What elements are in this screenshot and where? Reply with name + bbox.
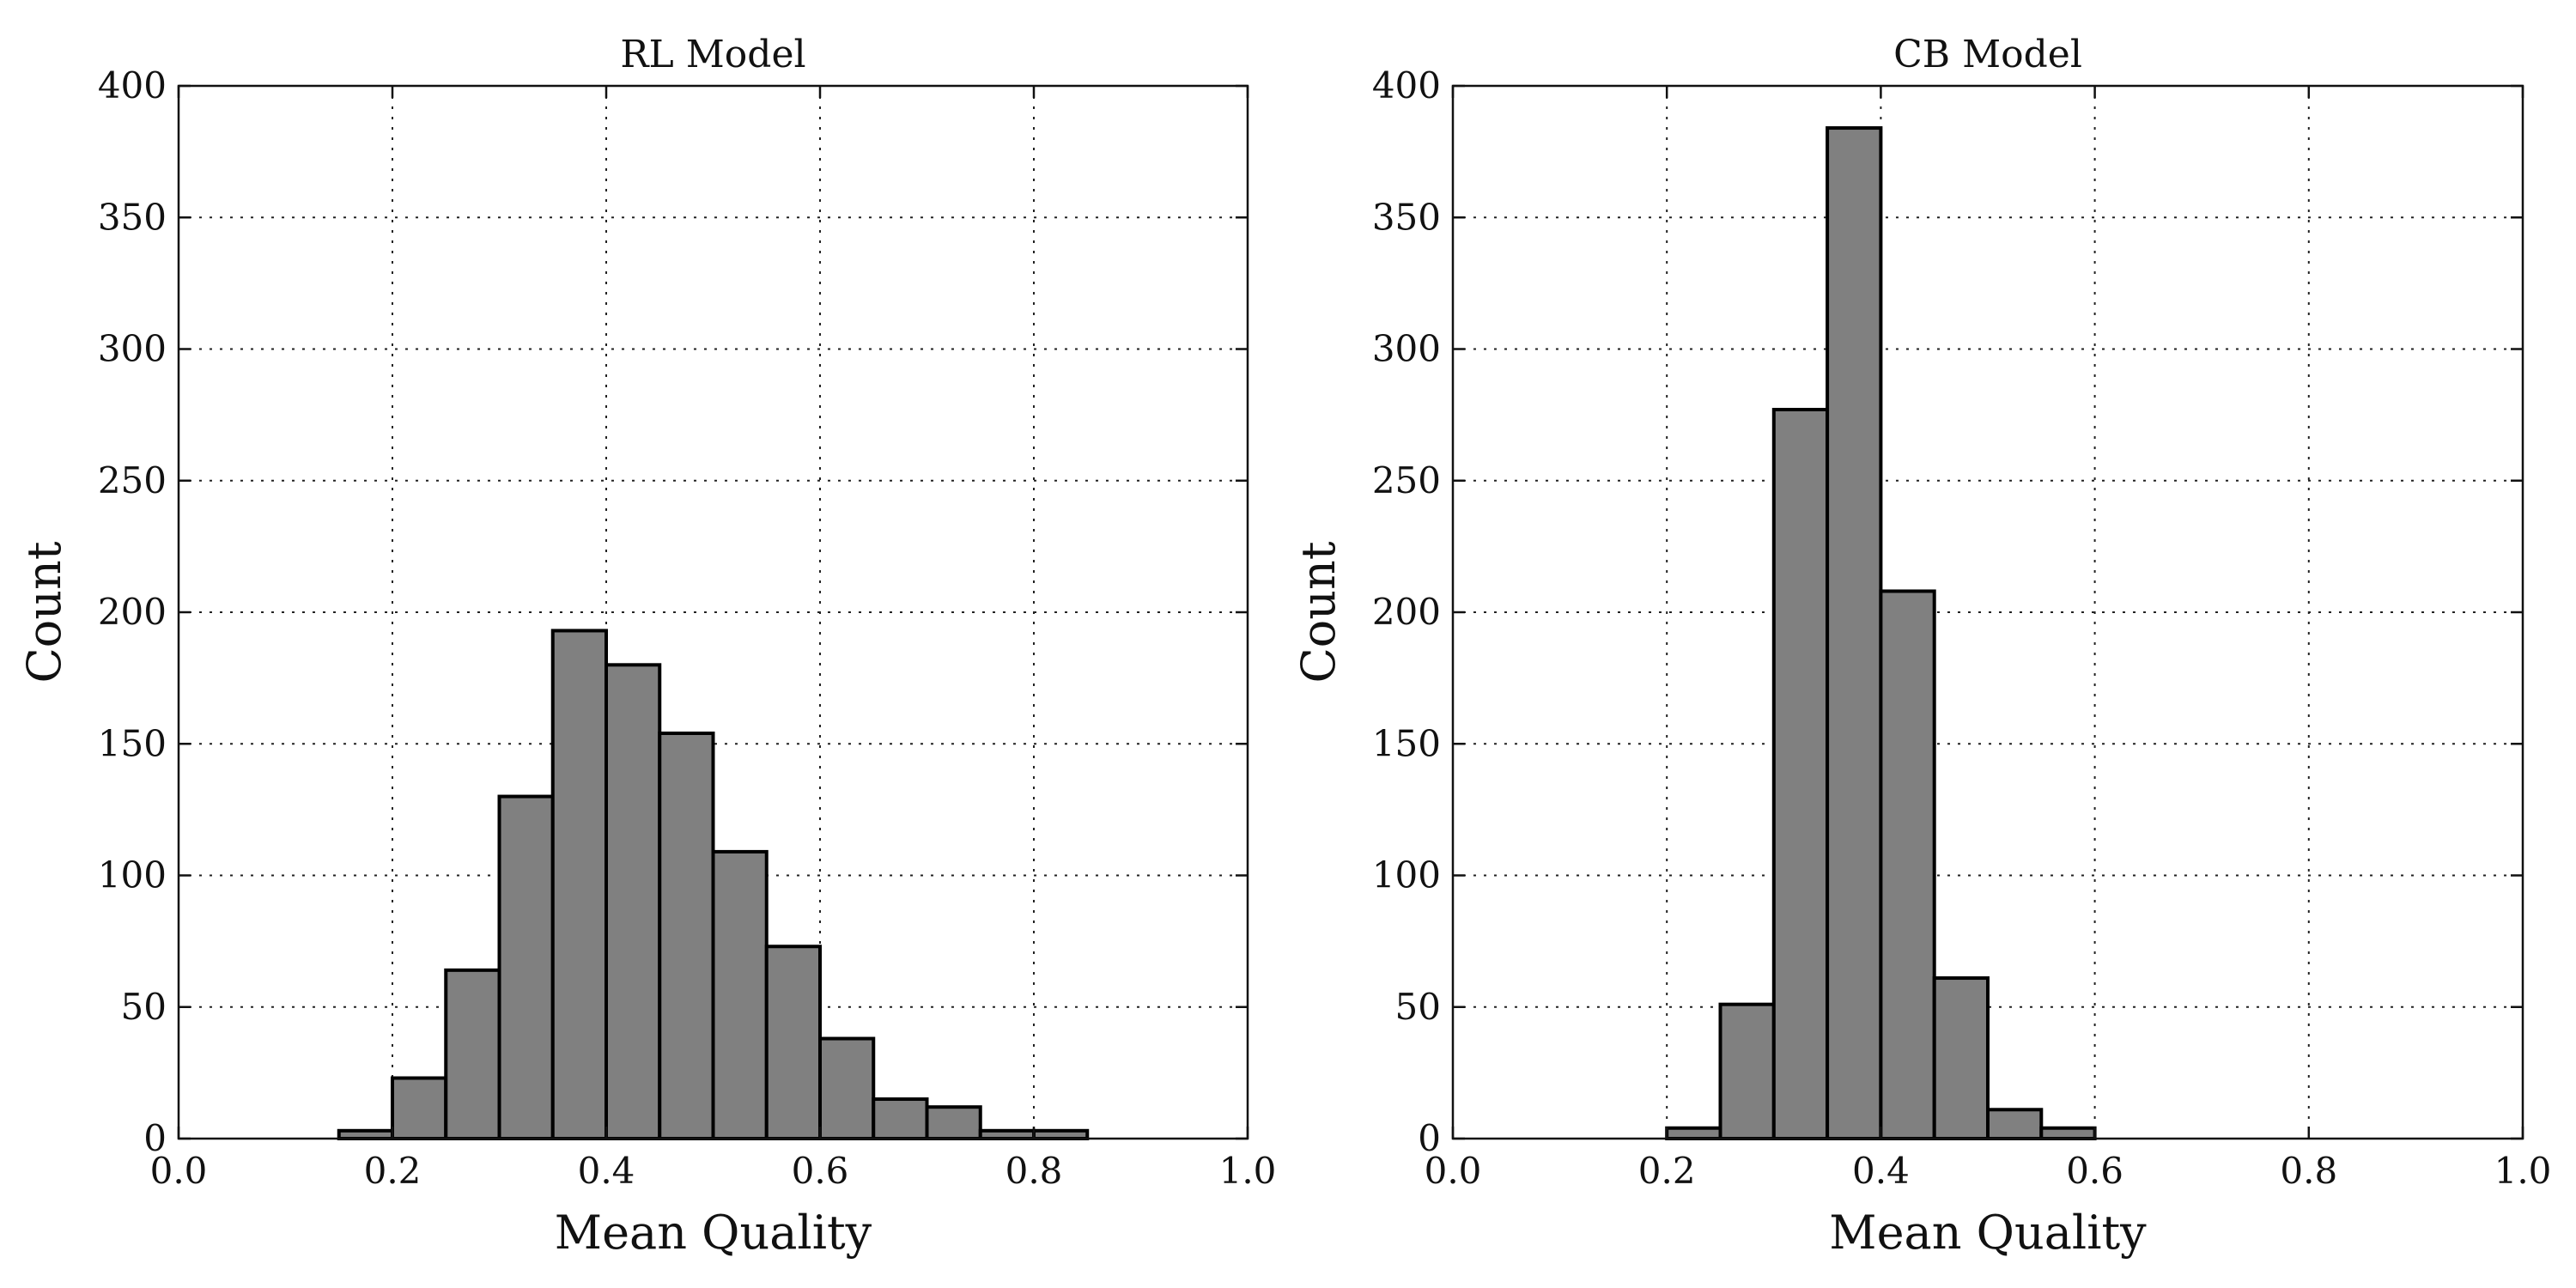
- x-tick-label: 1.0: [2494, 1150, 2552, 1192]
- x-tick-label: 0.2: [1638, 1150, 1696, 1192]
- y-tick-label: 200: [98, 591, 167, 633]
- y-axis-label: Count: [17, 541, 71, 683]
- x-tick-label: 0.6: [792, 1150, 849, 1192]
- y-tick-label: 200: [1372, 591, 1441, 633]
- y-tick-label: 150: [1372, 722, 1441, 764]
- histogram-bar: [497, 794, 555, 1140]
- histogram-bar: [1986, 1108, 2044, 1141]
- x-tick-label: 0.8: [1005, 1150, 1063, 1192]
- histogram-bar: [337, 1128, 394, 1141]
- x-tick-label: 0.2: [364, 1150, 422, 1192]
- y-tick-label: 400: [1372, 64, 1441, 106]
- histogram-bar: [1718, 1002, 1776, 1141]
- histogram-bar: [2039, 1126, 2097, 1140]
- histogram-bar: [1665, 1126, 1722, 1140]
- histogram-bar: [658, 731, 715, 1140]
- y-tick-label: 0: [1418, 1117, 1441, 1159]
- histogram-bar: [1879, 589, 1936, 1140]
- histogram-bar: [1771, 407, 1830, 1140]
- y-tick-label: 350: [98, 196, 167, 238]
- x-tick-label: 0.6: [2066, 1150, 2123, 1192]
- histogram-bar: [1826, 126, 1883, 1140]
- y-tick-label: 250: [1372, 459, 1441, 501]
- x-tick-label: 0.4: [578, 1150, 635, 1192]
- y-tick-label: 100: [98, 854, 167, 896]
- x-tick-label: 0.4: [1852, 1150, 1910, 1192]
- y-tick-label: 50: [121, 986, 167, 1028]
- x-tick-label: 1.0: [1219, 1150, 1277, 1192]
- x-axis-label: Mean Quality: [1829, 1206, 2147, 1260]
- y-tick-label: 0: [143, 1117, 167, 1159]
- histogram-bar: [925, 1105, 982, 1140]
- y-tick-label: 400: [98, 64, 167, 106]
- y-tick-label: 350: [1372, 196, 1441, 238]
- histogram-bar: [872, 1097, 929, 1141]
- histogram-bar: [1932, 976, 1990, 1141]
- histogram-bar: [391, 1076, 448, 1141]
- histogram-bar: [550, 629, 608, 1140]
- chart-panel-rl: 0.0 0.2 0.4 0.6 0.8 1.0 0 50 100 150 200 250 300 350 4…: [17, 33, 1276, 1260]
- x-axis-label: Mean Quality: [555, 1206, 872, 1260]
- histogram-bar: [818, 1036, 876, 1141]
- y-tick-label: 150: [98, 722, 167, 764]
- y-tick-label: 50: [1395, 986, 1441, 1028]
- y-tick-label: 300: [1372, 328, 1441, 370]
- y-tick-label: 100: [1372, 854, 1441, 896]
- histogram-bar: [978, 1128, 1036, 1141]
- histogram-bar: [1032, 1128, 1090, 1141]
- y-tick-label: 300: [98, 328, 167, 370]
- chart-title: RL Model: [620, 33, 805, 76]
- chart-panel-cb: 0.0 0.2 0.4 0.6 0.8 1.0 0 50 100 150 200 250 300 350 4…: [1291, 33, 2551, 1260]
- x-tick-label: 0.8: [2280, 1150, 2337, 1192]
- x-tick-label: 0.0: [1425, 1150, 1482, 1192]
- y-tick-label: 250: [98, 459, 167, 501]
- y-axis-label: Count: [1291, 541, 1346, 683]
- histogram-bar: [764, 945, 822, 1140]
- chart-title: CB Model: [1893, 33, 2082, 76]
- histogram-bar: [711, 849, 769, 1140]
- x-tick-label: 0.0: [150, 1150, 208, 1192]
- histogram-bar: [444, 968, 501, 1140]
- histogram-bar: [605, 663, 662, 1140]
